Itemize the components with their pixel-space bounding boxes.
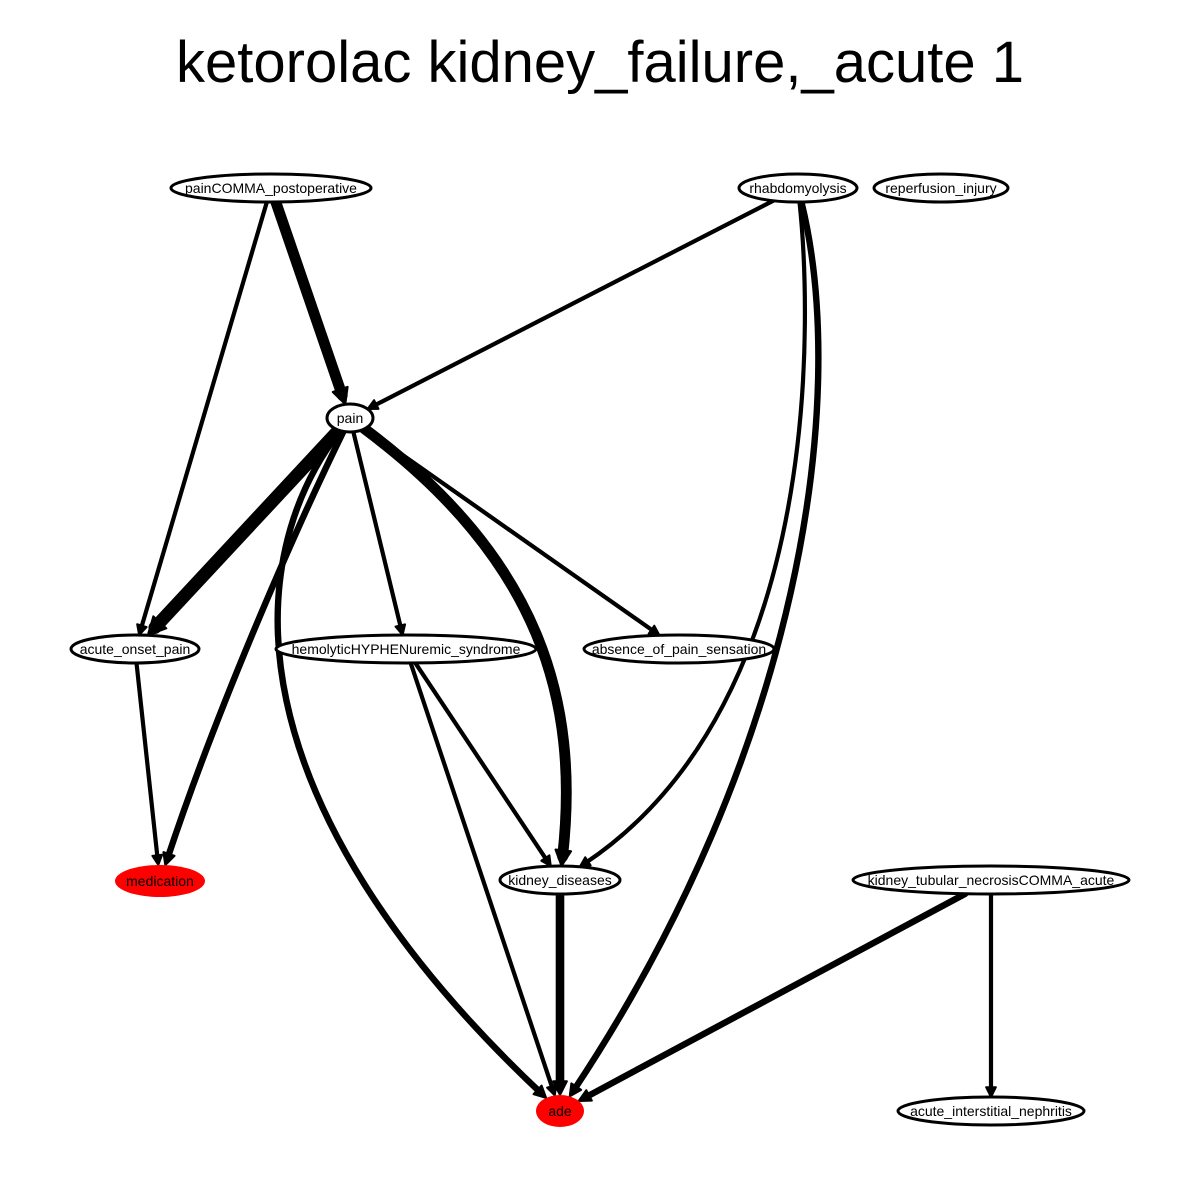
edge-pain-to-ade [274,427,545,1097]
node-painCOMMA_postoperative: painCOMMA_postoperative [169,172,373,204]
node-kidney_tubular_necrosisCOMMA_acute: kidney_tubular_necrosisCOMMA_acute [851,864,1131,896]
edge-rhabdomyolysis-to-ade [570,198,822,1094]
node-shape [851,864,1131,896]
node-label: medication [126,873,194,889]
node-hemolyticHYPHENuremic_syndrome: hemolyticHYPHENuremic_syndrome [274,633,538,665]
arrowhead-hemolyticHYPHENuremic_syndrome-to-kidney_diseases [540,854,552,868]
arrowhead-painCOMMA_postoperative-to-pain [331,385,349,406]
diagram-title: ketorolac kidney_failure,_acute 1 [176,30,1024,95]
node-label: kidney_tubular_necrosisCOMMA_acute [868,872,1115,888]
node-label: hemolyticHYPHENuremic_syndrome [292,641,521,657]
node-shape [536,1095,584,1127]
arrowhead-rhabdomyolysis-to-ade [568,1082,583,1098]
node-label: ade [548,1103,572,1119]
edge-kidney_tubular_necrosisCOMMA_acute-to-ade [581,890,969,1101]
node-label: painCOMMA_postoperative [185,180,357,196]
arrowhead-kidney_tubular_necrosisCOMMA_acute-to-ade [577,1089,593,1102]
node-label: acute_interstitial_nephritis [910,1103,1072,1119]
node-label: kidney_diseases [508,872,612,888]
node-shape [872,172,1010,204]
arrowhead-pain-to-acute_onset_pain [146,615,168,637]
node-absence_of_pain_sensation: absence_of_pain_sensation [582,633,776,665]
node-acute_onset_pain: acute_onset_pain [69,633,201,665]
node-acute_interstitial_nephritis: acute_interstitial_nephritis [896,1095,1086,1127]
node-shape [169,172,373,204]
edge-rhabdomyolysis-to-pain [370,198,776,409]
arrowhead-rhabdomyolysis-to-pain [366,399,380,410]
edge-hemolyticHYPHENuremic_syndrome-to-kidney_diseases [413,660,550,864]
edge-rhabdomyolysis-to-kidney_diseases [582,199,807,866]
node-medication: medication [115,865,205,897]
arrowhead-pain-to-hemolyticHYPHENuremic_syndrome [394,623,407,637]
node-shape [896,1095,1086,1127]
edge-painCOMMA_postoperative-to-pain [270,196,348,401]
node-shape [115,865,205,897]
edge-pain-to-hemolyticHYPHENuremic_syndrome [351,429,404,632]
edge-pain-to-kidney_diseases [359,423,572,863]
arrowhead-pain-to-ade [532,1084,548,1099]
node-label: absence_of_pain_sensation [592,641,766,657]
nodes-layer: painCOMMA_postoperative rhabdomyolysis rep… [69,172,1131,1127]
node-label: pain [337,410,363,426]
node-shape [737,172,859,204]
node-reperfusion_injury: reperfusion_injury [872,172,1010,204]
node-label: acute_onset_pain [80,641,191,657]
node-shape [582,633,776,665]
node-label: rhabdomyolysis [749,180,846,196]
arrowhead-painCOMMA_postoperative-to-acute_onset_pain [136,623,148,637]
edge-painCOMMA_postoperative-to-acute_onset_pain [138,199,269,632]
node-kidney_diseases: kidney_diseases [498,864,622,896]
node-label: reperfusion_injury [885,180,996,196]
node-pain: pain [325,402,375,434]
arrowhead-pain-to-medication [162,851,176,867]
node-ade: ade [536,1095,584,1127]
arrowhead-acute_onset_pain-to-medication [151,853,164,867]
arrowhead-pain-to-kidney_diseases [554,848,573,868]
edge-hemolyticHYPHENuremic_syndrome-to-ade [408,660,556,1092]
node-shape [498,864,622,896]
edge-pain-to-absence_of_pain_sensation [362,426,657,635]
node-rhabdomyolysis: rhabdomyolysis [737,172,859,204]
edge-pain-to-acute_onset_pain [148,423,346,635]
arrowhead-kidney_tubular_necrosisCOMMA_acute-to-acute_interstitial_nephritis [985,1086,997,1098]
arrowhead-kidney_diseases-to-ade [552,1080,568,1096]
node-shape [325,402,375,434]
edge-acute_onset_pain-to-medication [134,660,160,862]
node-shape [274,633,538,665]
edge-pain-to-medication [164,428,347,862]
edges-layer [134,196,997,1102]
node-shape [69,633,201,665]
arrowhead-hemolyticHYPHENuremic_syndrome-to-ade [546,1083,558,1097]
